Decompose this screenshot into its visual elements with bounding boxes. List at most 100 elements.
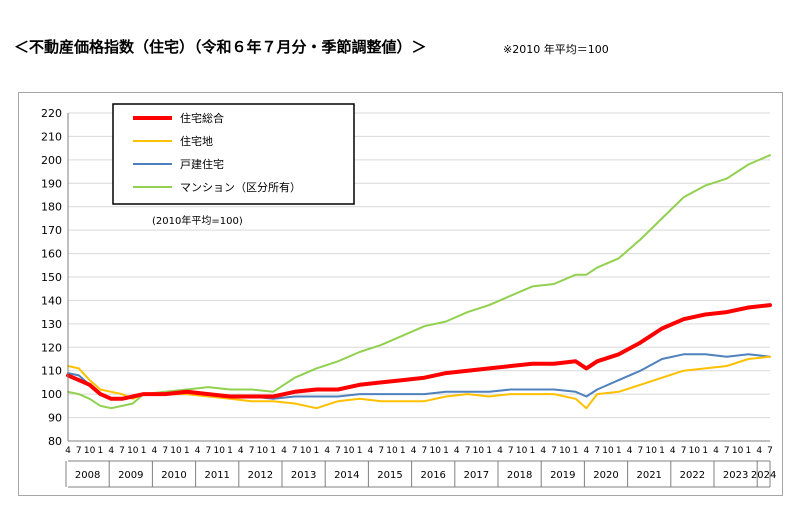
x-month-tick: 4 [324,446,330,456]
x-month-tick: 1 [573,446,579,456]
x-year-label: 2018 [507,470,532,481]
x-month-tick: 4 [670,446,676,456]
x-month-tick: 1 [184,446,190,456]
x-month-tick: 4 [238,446,244,456]
base-year-note: ※2010 年平均＝100 [503,43,609,56]
x-month-tick: 7 [249,446,255,456]
x-month-tick: 10 [645,446,657,456]
y-tick-label: 190 [41,177,62,190]
x-month-tick: 7 [767,446,773,456]
x-year-label: 2013 [291,470,316,481]
x-month-tick: 10 [170,446,182,456]
x-month-tick: 7 [681,446,687,456]
x-month-tick: 7 [76,446,82,456]
x-month-tick: 1 [98,446,104,456]
x-month-tick: 10 [429,446,441,456]
x-month-tick: 1 [270,446,276,456]
x-month-tick: 1 [702,446,708,456]
x-month-tick: 1 [227,446,233,456]
series-line-0 [66,303,772,401]
x-year-label: 2019 [550,470,575,481]
x-month-tick: 7 [206,446,212,456]
x-month-tick: 7 [292,446,298,456]
y-tick-label: 180 [41,201,62,214]
x-year-label: 2020 [593,470,618,481]
x-month-tick: 1 [141,446,147,456]
x-month-tick: 10 [300,446,312,456]
x-year-label: 2021 [636,470,661,481]
y-tick-label: 80 [48,435,62,448]
x-month-tick: 1 [486,446,492,456]
x-month-tick: 1 [314,446,320,456]
x-month-tick: 4 [756,446,762,456]
x-month-tick: 10 [343,446,355,456]
x-month-tick: 7 [508,446,514,456]
x-month-tick: 4 [368,446,374,456]
x-month-tick: 1 [443,446,449,456]
legend-label: マンション（区分所有） [180,180,301,194]
legend-label: 住宅総合 [180,111,224,125]
x-year-label: 2008 [75,470,100,481]
x-month-tick: 4 [281,446,287,456]
x-month-tick: 10 [84,446,96,456]
x-month-tick: 4 [627,446,633,456]
y-tick-label: 100 [41,388,62,401]
x-month-tick: 10 [213,446,225,456]
x-month-tick: 7 [378,446,384,456]
y-tick-label: 160 [41,248,62,261]
x-month-tick: 4 [584,446,590,456]
x-month-tick: 4 [108,446,114,456]
x-month-tick: 10 [257,446,269,456]
x-month-tick: 10 [689,446,701,456]
x-month-tick: 7 [638,446,644,456]
x-month-tick: 10 [732,446,744,456]
legend-label: 戸建住宅 [180,157,224,171]
x-month-tick: 1 [400,446,406,456]
y-tick-label: 170 [41,224,62,237]
x-month-tick: 7 [162,446,168,456]
x-month-tick: 4 [195,446,201,456]
x-year-label: 2014 [334,470,359,481]
x-month-tick: 7 [422,446,428,456]
x-month-tick: 1 [659,446,665,456]
x-month-tick: 10 [473,446,485,456]
x-month-tick: 10 [127,446,139,456]
x-month-tick: 10 [516,446,528,456]
x-month-tick: 7 [551,446,557,456]
series-layer [66,154,772,410]
x-year-label: 2010 [161,470,186,481]
y-tick-label: 220 [41,107,62,120]
x-year-label: 2009 [118,470,143,481]
y-tick-label: 130 [41,318,62,331]
y-tick-label: 120 [41,341,62,354]
series-line-3 [67,154,771,410]
y-tick-label: 140 [41,294,62,307]
legend-label: 住宅地 [180,134,213,148]
x-year-label: 2015 [377,470,402,481]
x-month-tick: 1 [530,446,536,456]
axis-layer: 8090100110120130140150160170180190200210… [41,107,776,488]
x-month-tick: 4 [65,446,71,456]
x-month-tick: 4 [152,446,158,456]
y-tick-label: 110 [41,365,62,378]
x-month-tick: 4 [540,446,546,456]
x-month-tick: 1 [357,446,363,456]
x-month-tick: 4 [411,446,417,456]
x-month-tick: 10 [602,446,614,456]
y-tick-label: 200 [41,154,62,167]
x-month-tick: 7 [594,446,600,456]
y-tick-label: 150 [41,271,62,284]
x-month-tick: 1 [746,446,752,456]
y-tick-label: 210 [41,130,62,143]
x-month-tick: 10 [559,446,571,456]
x-month-tick: 1 [616,446,622,456]
x-month-tick: 7 [465,446,471,456]
x-month-tick: 4 [713,446,719,456]
x-month-tick: 7 [724,446,730,456]
x-month-tick: 4 [497,446,503,456]
x-year-label: 2017 [464,470,489,481]
note-backdrop [148,212,288,228]
x-month-tick: 7 [119,446,125,456]
